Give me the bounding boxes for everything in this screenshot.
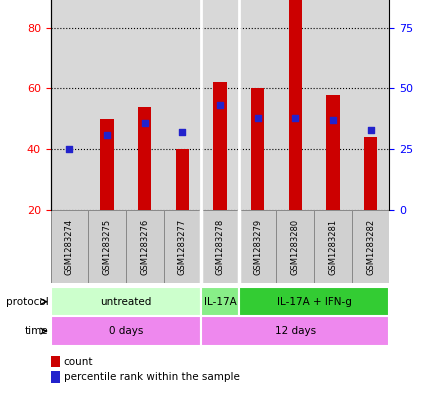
Text: GSM1283274: GSM1283274 <box>65 219 74 275</box>
Text: IL-17A: IL-17A <box>204 297 236 307</box>
Bar <box>126 210 164 283</box>
Bar <box>176 149 189 210</box>
Bar <box>289 0 302 210</box>
Bar <box>276 210 314 283</box>
Point <box>66 146 73 152</box>
Bar <box>201 287 239 316</box>
Point <box>216 102 224 108</box>
Text: GSM1283282: GSM1283282 <box>366 219 375 275</box>
Text: GSM1283276: GSM1283276 <box>140 219 149 275</box>
Point <box>179 129 186 136</box>
Text: time: time <box>25 326 48 336</box>
Point <box>254 114 261 121</box>
Point <box>103 132 110 138</box>
Bar <box>51 316 201 346</box>
Text: GSM1283280: GSM1283280 <box>291 219 300 275</box>
Text: IL-17A + IFN-g: IL-17A + IFN-g <box>277 297 352 307</box>
Text: 12 days: 12 days <box>275 326 316 336</box>
Text: GSM1283275: GSM1283275 <box>103 219 112 275</box>
Text: percentile rank within the sample: percentile rank within the sample <box>64 372 240 382</box>
Text: protocol: protocol <box>6 297 48 307</box>
Bar <box>138 107 151 210</box>
Bar <box>51 210 88 283</box>
Bar <box>51 287 201 316</box>
Bar <box>164 210 201 283</box>
Point <box>292 114 299 121</box>
Text: 0 days: 0 days <box>109 326 143 336</box>
Bar <box>239 210 276 283</box>
Bar <box>201 316 389 346</box>
Bar <box>364 137 377 210</box>
Point <box>367 127 374 133</box>
Bar <box>239 287 389 316</box>
Bar <box>251 88 264 210</box>
Text: GSM1283281: GSM1283281 <box>328 219 337 275</box>
Bar <box>213 83 227 210</box>
Bar <box>100 119 114 210</box>
Bar <box>314 210 352 283</box>
Bar <box>326 94 340 210</box>
Text: GSM1283279: GSM1283279 <box>253 219 262 275</box>
Point <box>141 119 148 126</box>
Bar <box>352 210 389 283</box>
Text: count: count <box>64 356 93 367</box>
Bar <box>88 210 126 283</box>
Text: GSM1283277: GSM1283277 <box>178 219 187 275</box>
Bar <box>201 210 239 283</box>
Point <box>330 117 337 123</box>
Text: GSM1283278: GSM1283278 <box>216 219 224 275</box>
Text: untreated: untreated <box>100 297 151 307</box>
